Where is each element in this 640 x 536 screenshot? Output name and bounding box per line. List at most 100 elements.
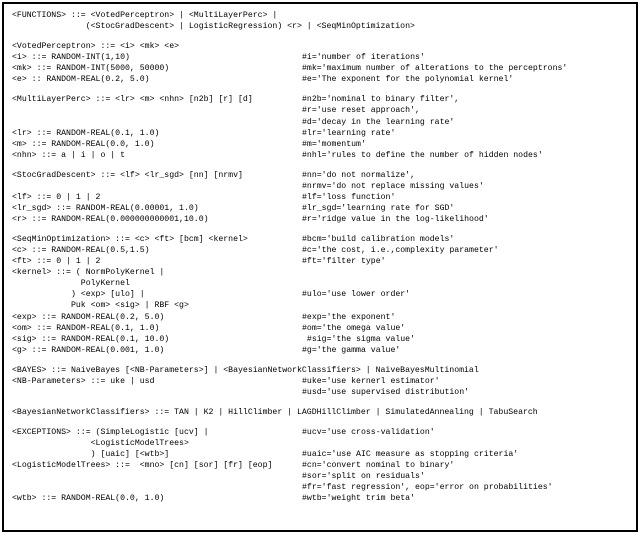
grammar-line: <r> ::= RANDOM-REAL(0.000000000001,10.0)… [12, 214, 628, 225]
grammar-line: <lf> ::= 0 | 1 | 2#lf='loss function' [12, 192, 628, 203]
grammar-lhs: <e> :: RANDOM-REAL(0.2, 5.0) [12, 74, 302, 85]
grammar-lhs: <exp> ::= RANDOM-REAL(0.2, 5.0) [12, 312, 302, 323]
grammar-lhs: ) <exp> [ulo] | [12, 289, 302, 300]
grammar-line: <g> ::= RANDOM-REAL(0.001, 1.0)#g='the g… [12, 345, 628, 356]
grammar-lhs: <lr> ::= RANDOM-REAL(0.1, 1.0) [12, 128, 302, 139]
grammar-line: <EXCEPTIONS> ::= (SimpleLogistic [ucv] |… [12, 427, 628, 438]
grammar-comment: #d='decay in the learning rate' [302, 117, 454, 128]
grammar-lhs: <NB-Parameters> ::= uke | usd [12, 376, 302, 387]
grammar-line: #d='decay in the learning rate' [12, 117, 628, 128]
grammar-line: ) [uaic] [<wtb>]#uaic='use AIC measure a… [12, 449, 628, 460]
grammar-lhs: <sig> ::= RANDOM-REAL(0.1, 10.0) [12, 334, 302, 345]
grammar-line: Puk <om> <sig> | RBF <g> [12, 300, 628, 311]
grammar-lhs [12, 105, 302, 116]
grammar-lhs: <i> ::= RANDOM-INT(1,10) [12, 52, 302, 63]
grammar-line: <lr> ::= RANDOM-REAL(0.1, 1.0)#lr='learn… [12, 128, 628, 139]
grammar-lhs: <EXCEPTIONS> ::= (SimpleLogistic [ucv] | [12, 427, 302, 438]
grammar-comment: #r='use reset approach', [302, 105, 420, 116]
grammar-line: <BayesianNetworkClassifiers> ::= TAN | K… [12, 407, 628, 418]
grammar-lhs: <c> ::= RANDOM-REAL(0.5,1.5) [12, 245, 302, 256]
grammar-line: <mk> ::= RANDOM-INT(5000, 50000)#mk='max… [12, 63, 628, 74]
grammar-lhs [12, 471, 302, 482]
grammar-lhs: <mk> ::= RANDOM-INT(5000, 50000) [12, 63, 302, 74]
blank-line [12, 356, 628, 365]
grammar-line: <LogisticModelTrees> ::= <mno> [cn] [sor… [12, 460, 628, 471]
grammar-comment: #mk='maximum number of alterations to th… [302, 63, 567, 74]
grammar-line: <e> :: RANDOM-REAL(0.2, 5.0)#e='The expo… [12, 74, 628, 85]
grammar-comment: #usd='use supervised distribution' [302, 387, 469, 398]
grammar-line: <FUNCTIONS> ::= <VotedPerceptron> | <Mul… [12, 10, 628, 21]
grammar-line: <lr_sgd> ::= RANDOM-REAL(0.00001, 1.0)#l… [12, 203, 628, 214]
grammar-line: <m> ::= RANDOM-REAL(0.0, 1.0)#m='momentu… [12, 139, 628, 150]
grammar-lhs: <SeqMinOptimization> ::= <c> <ft> [bcm] … [12, 234, 302, 245]
grammar-line: <SeqMinOptimization> ::= <c> <ft> [bcm] … [12, 234, 628, 245]
grammar-comment: #fr='fast regression', eop='error on pro… [302, 482, 553, 493]
grammar-lhs: <g> ::= RANDOM-REAL(0.001, 1.0) [12, 345, 302, 356]
grammar-comment: #nn='do not normalize', [302, 170, 415, 181]
grammar-comment: #uke='use kernerl estimator' [302, 376, 440, 387]
grammar-comment: #m='momentum' [302, 139, 366, 150]
grammar-line: PolyKernel [12, 278, 628, 289]
grammar-line: <om> ::= RANDOM-REAL(0.1, 1.0)#om='the o… [12, 323, 628, 334]
grammar-lhs [12, 181, 302, 192]
grammar-lhs [12, 387, 302, 398]
grammar-comment: #exp='the exponent' [302, 312, 395, 323]
grammar-lhs: <LogisticModelTrees> ::= <mno> [cn] [sor… [12, 460, 302, 471]
grammar-comment: #c='the cost, i.e.,complexity parameter' [302, 245, 499, 256]
grammar-line: <c> ::= RANDOM-REAL(0.5,1.5)#c='the cost… [12, 245, 628, 256]
grammar-lhs: <nhn> ::= a | i | o | t [12, 150, 302, 161]
grammar-line: <wtb> ::= RANDOM-REAL(0.0, 1.0)#wtb='wei… [12, 493, 628, 504]
blank-line [12, 161, 628, 170]
grammar-comment: #sor='split on residuals' [302, 471, 425, 482]
grammar-lhs: <MultiLayerPerc> ::= <lr> <m> <nhn> [n2b… [12, 94, 302, 105]
grammar-comment: #cn='convert nominal to binary' [302, 460, 454, 471]
grammar-comment: #sig='the sigma value' [302, 334, 415, 345]
grammar-lhs: <m> ::= RANDOM-REAL(0.0, 1.0) [12, 139, 302, 150]
grammar-line: <kernel> ::= ( NormPolyKernel | [12, 267, 628, 278]
grammar-comment: #lr='learning rate' [302, 128, 395, 139]
grammar-lhs [12, 117, 302, 128]
grammar-frame: <FUNCTIONS> ::= <VotedPerceptron> | <Mul… [2, 2, 638, 532]
grammar-lhs: ) [uaic] [<wtb>] [12, 449, 302, 460]
grammar-line: <NB-Parameters> ::= uke | usd#uke='use k… [12, 376, 628, 387]
grammar-comment: #ft='filter type' [302, 256, 386, 267]
grammar-lhs [12, 482, 302, 493]
grammar-comment: #lr_sgd='learning rate for SGD' [302, 203, 454, 214]
blank-line [12, 85, 628, 94]
grammar-line: <LogisticModelTrees> [12, 438, 628, 449]
grammar-line: #sor='split on residuals' [12, 471, 628, 482]
grammar-comment: #nrmv='do not replace missing values' [302, 181, 484, 192]
grammar-line: <exp> ::= RANDOM-REAL(0.2, 5.0)#exp='the… [12, 312, 628, 323]
grammar-comment: #r='ridge value in the log-likelihood' [302, 214, 489, 225]
grammar-line: <VotedPerceptron> ::= <i> <mk> <e> [12, 41, 628, 52]
grammar-comment: #g='the gamma value' [302, 345, 400, 356]
grammar-comment: #uaic='use AIC measure as stopping crite… [302, 449, 518, 460]
grammar-lhs: <om> ::= RANDOM-REAL(0.1, 1.0) [12, 323, 302, 334]
grammar-lhs: <ft> ::= 0 | 1 | 2 [12, 256, 302, 267]
grammar-content: <FUNCTIONS> ::= <VotedPerceptron> | <Mul… [12, 10, 628, 504]
blank-line [12, 32, 628, 41]
grammar-line: <nhn> ::= a | i | o | t#nhl='rules to de… [12, 150, 628, 161]
grammar-line: ) <exp> [ulo] |#ulo='use lower order' [12, 289, 628, 300]
grammar-comment: #i='number of iterations' [302, 52, 425, 63]
blank-line [12, 225, 628, 234]
grammar-line: <MultiLayerPerc> ::= <lr> <m> <nhn> [n2b… [12, 94, 628, 105]
grammar-comment: #n2b='nominal to binary filter', [302, 94, 459, 105]
grammar-lhs: <lr_sgd> ::= RANDOM-REAL(0.00001, 1.0) [12, 203, 302, 214]
grammar-comment: #wtb='weight trim beta' [302, 493, 415, 504]
blank-line [12, 418, 628, 427]
grammar-lhs: <wtb> ::= RANDOM-REAL(0.0, 1.0) [12, 493, 302, 504]
grammar-lhs: <r> ::= RANDOM-REAL(0.000000000001,10.0) [12, 214, 302, 225]
grammar-line: (<StocGradDescent> | LogisticRegression)… [12, 21, 628, 32]
grammar-line: #usd='use supervised distribution' [12, 387, 628, 398]
grammar-line: <sig> ::= RANDOM-REAL(0.1, 10.0) #sig='t… [12, 334, 628, 345]
grammar-comment: #om='the omega value' [302, 323, 405, 334]
grammar-line: <ft> ::= 0 | 1 | 2#ft='filter type' [12, 256, 628, 267]
grammar-comment: #ulo='use lower order' [302, 289, 410, 300]
grammar-comment: #bcm='build calibration models' [302, 234, 454, 245]
grammar-line: <i> ::= RANDOM-INT(1,10)#i='number of it… [12, 52, 628, 63]
grammar-lhs: <lf> ::= 0 | 1 | 2 [12, 192, 302, 203]
grammar-line: <BAYES> ::= NaiveBayes [<NB-Parameters>]… [12, 365, 628, 376]
grammar-comment: #lf='loss function' [302, 192, 395, 203]
blank-line [12, 398, 628, 407]
